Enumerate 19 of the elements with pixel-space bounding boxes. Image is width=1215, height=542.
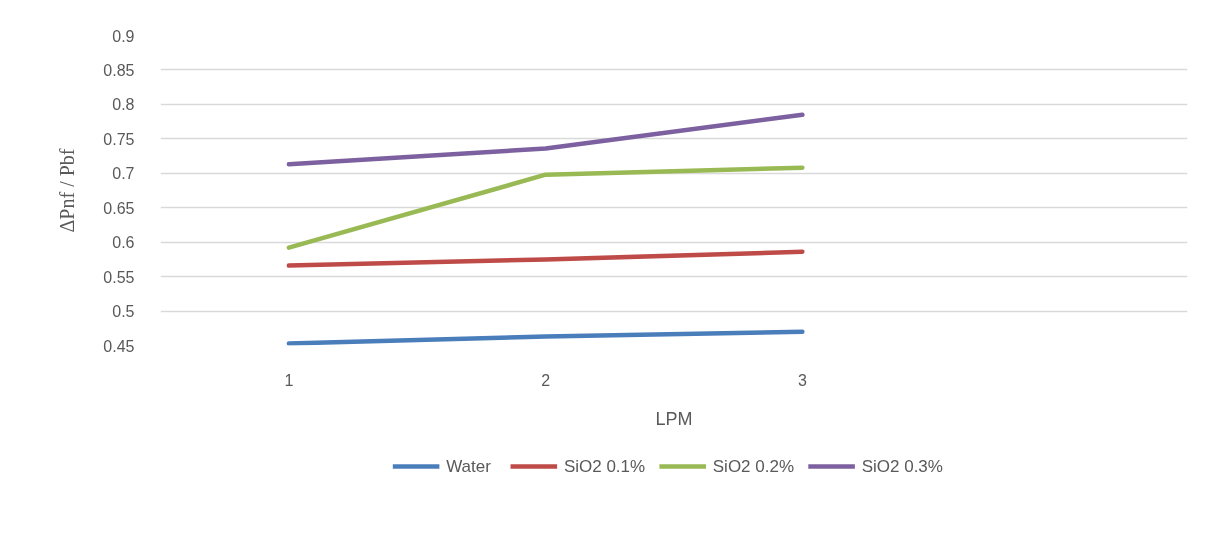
y-tick-label: 0.75 — [103, 130, 135, 148]
y-tick-label: 0.45 — [103, 337, 135, 355]
y-tick-label: 0.6 — [112, 234, 135, 252]
x-axis-title: LPM — [655, 408, 693, 429]
legend-label: SiO2 0.3% — [861, 457, 943, 476]
y-tick-label: 0.7 — [112, 165, 135, 183]
legend-label: SiO2 0.1% — [563, 457, 646, 476]
x-tick-label: 1 — [284, 371, 294, 389]
y-tick-label: 0.5 — [112, 303, 135, 321]
y-tick-label: 0.9 — [112, 27, 135, 45]
y-tick-label: 0.85 — [103, 61, 135, 79]
legend-label: SiO2 0.2% — [712, 457, 795, 476]
x-tick-label: 3 — [797, 371, 807, 389]
y-tick-label: 0.55 — [103, 268, 135, 286]
x-tick-label: 2 — [541, 371, 551, 389]
y-axis-title: ΔPnf / Pbf — [56, 148, 79, 233]
y-tick-label: 0.8 — [112, 96, 135, 114]
y-tick-label: 0.65 — [103, 199, 135, 217]
legend-label: Water — [446, 457, 492, 476]
